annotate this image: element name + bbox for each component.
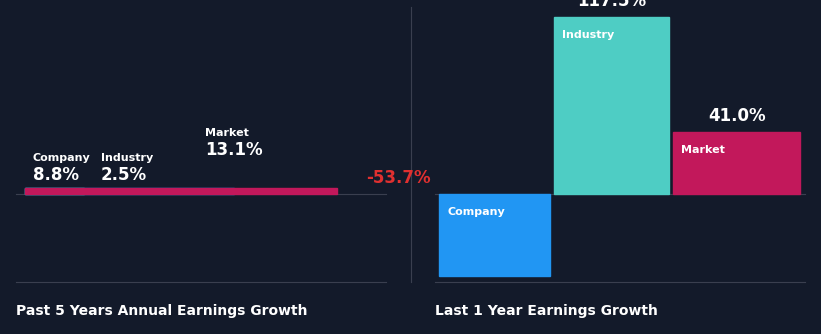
Text: Industry: Industry — [562, 30, 615, 40]
Bar — [25, 188, 85, 194]
Text: Last 1 Year Earnings Growth: Last 1 Year Earnings Growth — [435, 304, 658, 318]
Bar — [439, 194, 550, 276]
Text: Market: Market — [205, 128, 249, 138]
Text: 2.5%: 2.5% — [101, 166, 147, 184]
Text: Industry: Industry — [101, 153, 153, 163]
Text: 117.5%: 117.5% — [577, 0, 646, 10]
Text: Past 5 Years Annual Earnings Growth: Past 5 Years Annual Earnings Growth — [16, 304, 308, 318]
Text: -53.7%: -53.7% — [366, 169, 431, 187]
Bar — [554, 17, 669, 194]
Text: Company: Company — [33, 153, 90, 163]
Text: 41.0%: 41.0% — [708, 107, 766, 125]
Text: Company: Company — [447, 207, 505, 217]
Text: Market: Market — [681, 145, 725, 155]
Text: 13.1%: 13.1% — [205, 141, 263, 159]
Bar — [25, 188, 337, 194]
Text: 8.8%: 8.8% — [33, 166, 79, 184]
Bar — [25, 188, 234, 194]
Bar — [673, 132, 800, 194]
